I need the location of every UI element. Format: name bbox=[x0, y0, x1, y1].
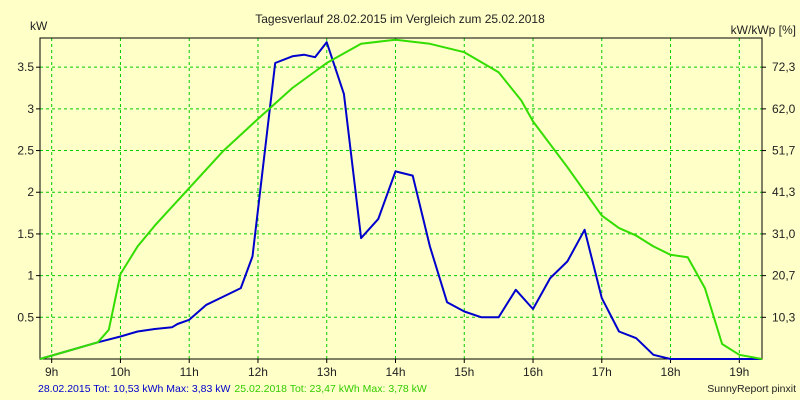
y-right-tick-label: 41,3 bbox=[772, 185, 796, 199]
grid-lines bbox=[40, 38, 762, 359]
x-tick-label: 14h bbox=[385, 365, 405, 379]
y-right-tick-label: 10,3 bbox=[772, 310, 796, 324]
series-lines bbox=[39, 38, 763, 360]
y-right-tick-label: 62,0 bbox=[772, 102, 796, 116]
y-right-tick-label: 72,3 bbox=[772, 60, 796, 74]
right-y-axis: 10,3 20,7 31,0 41,3 51,7 62,0 72,3 bbox=[762, 60, 796, 324]
x-tick-label: 16h bbox=[523, 365, 543, 379]
x-axis: 9h 10h 11h 12h 13h 14h 15h 16h 17h 18h 19h bbox=[45, 359, 749, 379]
x-tick-label: 17h bbox=[592, 365, 612, 379]
series-2-line bbox=[39, 38, 763, 360]
y-tick-label: 2.5 bbox=[17, 144, 34, 158]
footer-series2-stats: 25.02.2018 Tot: 23,47 kWh Max: 3,78 kW bbox=[234, 383, 427, 395]
y-tick-label: 0.5 bbox=[17, 310, 34, 324]
y-right-tick-label: 31,0 bbox=[772, 227, 796, 241]
footer-credit: SunnyReport pinxit bbox=[707, 383, 796, 395]
y-tick-label: 3 bbox=[27, 102, 34, 116]
x-tick-label: 13h bbox=[317, 365, 337, 379]
x-tick-label: 15h bbox=[454, 365, 474, 379]
y-tick-label: 1.5 bbox=[17, 227, 34, 241]
y-right-tick-label: 20,7 bbox=[772, 269, 796, 283]
x-tick-label: 12h bbox=[248, 365, 268, 379]
left-y-axis: 0.5 1 1.5 2 2.5 3 3.5 bbox=[17, 60, 40, 324]
x-tick-label: 11h bbox=[180, 365, 199, 379]
right-axis-unit-label: kW/kWp [%] bbox=[731, 23, 796, 37]
x-tick-label: 10h bbox=[110, 365, 130, 379]
y-tick-label: 3.5 bbox=[17, 60, 34, 74]
x-tick-label: 18h bbox=[661, 365, 681, 379]
left-axis-unit-label: kW bbox=[30, 19, 48, 33]
plot-frame bbox=[39, 37, 763, 360]
footer-series1-stats: 28.02.2015 Tot: 10,53 kWh Max: 3,83 kW bbox=[38, 383, 231, 395]
chart-title: Tagesverlauf 28.02.2015 im Vergleich zum… bbox=[255, 12, 545, 26]
y-right-tick-label: 51,7 bbox=[772, 144, 796, 158]
y-tick-label: 1 bbox=[27, 269, 34, 283]
footer-stats: 28.02.2015 Tot: 10,53 kWh Max: 3,83 kW 25… bbox=[38, 383, 427, 395]
y-tick-label: 2 bbox=[27, 185, 34, 199]
series-1-line bbox=[39, 41, 762, 360]
x-tick-label: 19h bbox=[729, 365, 749, 379]
x-tick-label: 9h bbox=[45, 365, 58, 379]
